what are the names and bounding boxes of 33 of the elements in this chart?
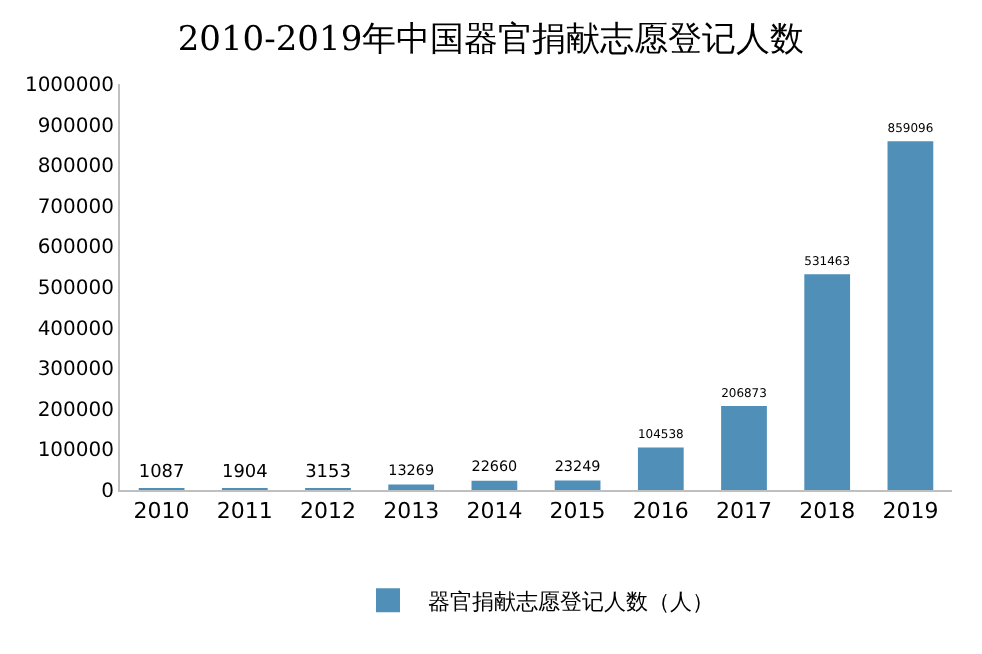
y-tick-label: 700000 — [37, 196, 114, 219]
y-tick-label: 400000 — [37, 318, 114, 341]
x-tick-label: 2015 — [549, 498, 606, 525]
data-label: 1904 — [221, 463, 269, 484]
data-label: 3153 — [305, 463, 351, 484]
bar — [554, 480, 601, 490]
x-tick-label: 2016 — [632, 498, 689, 525]
bar — [721, 406, 767, 490]
data-label: 1087 — [138, 463, 185, 484]
y-tick-label: 0 — [101, 481, 114, 503]
x-tick-label: 2013 — [383, 498, 440, 525]
x-tick-label: 2017 — [716, 498, 772, 525]
y-tick-label: 100000 — [37, 440, 114, 463]
x-tick-label: 2011 — [216, 498, 273, 525]
y-tick-label: 600000 — [37, 237, 114, 260]
y-tick-label: 200000 — [37, 399, 114, 422]
x-tick-label: 2019 — [882, 498, 939, 525]
y-tick-label: 800000 — [37, 156, 114, 179]
bar — [388, 484, 435, 490]
legend-label: 器官捐献志愿登记人数（人） — [428, 588, 714, 615]
x-tick-label: 2018 — [799, 498, 856, 525]
bar — [637, 447, 684, 490]
y-tick-label: 500000 — [37, 278, 114, 300]
x-tick-label: 2012 — [300, 498, 356, 525]
y-tick-label: 900000 — [37, 115, 114, 138]
y-tick-label: 300000 — [37, 359, 114, 382]
x-tick-label: 2010 — [133, 498, 190, 525]
x-tick-label: 2014 — [466, 498, 523, 525]
bar — [471, 480, 518, 490]
bar — [887, 141, 934, 490]
chart-title: 2010-2019年中国器官捐献志愿登记人数 — [177, 19, 805, 60]
y-tick-label: 1000000 — [24, 75, 114, 97]
bar — [804, 274, 851, 490]
